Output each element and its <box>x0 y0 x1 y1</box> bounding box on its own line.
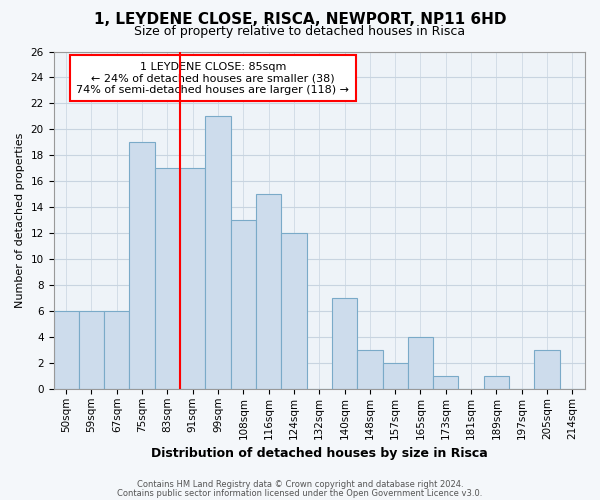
Text: Contains public sector information licensed under the Open Government Licence v3: Contains public sector information licen… <box>118 488 482 498</box>
Bar <box>332 298 357 389</box>
Bar <box>256 194 281 389</box>
Bar <box>484 376 509 389</box>
Bar <box>53 311 79 389</box>
Bar <box>79 311 104 389</box>
Bar <box>408 337 433 389</box>
Bar <box>433 376 458 389</box>
Text: 1, LEYDENE CLOSE, RISCA, NEWPORT, NP11 6HD: 1, LEYDENE CLOSE, RISCA, NEWPORT, NP11 6… <box>94 12 506 28</box>
Bar <box>535 350 560 389</box>
Bar <box>230 220 256 389</box>
Bar <box>205 116 230 389</box>
Bar <box>383 363 408 389</box>
Bar <box>281 233 307 389</box>
Bar <box>357 350 383 389</box>
X-axis label: Distribution of detached houses by size in Risca: Distribution of detached houses by size … <box>151 447 488 460</box>
Y-axis label: Number of detached properties: Number of detached properties <box>15 132 25 308</box>
Text: 1 LEYDENE CLOSE: 85sqm
← 24% of detached houses are smaller (38)
74% of semi-det: 1 LEYDENE CLOSE: 85sqm ← 24% of detached… <box>76 62 349 95</box>
Bar <box>180 168 205 389</box>
Text: Size of property relative to detached houses in Risca: Size of property relative to detached ho… <box>134 25 466 38</box>
Bar <box>155 168 180 389</box>
Text: Contains HM Land Registry data © Crown copyright and database right 2024.: Contains HM Land Registry data © Crown c… <box>137 480 463 489</box>
Bar <box>130 142 155 389</box>
Bar <box>104 311 130 389</box>
